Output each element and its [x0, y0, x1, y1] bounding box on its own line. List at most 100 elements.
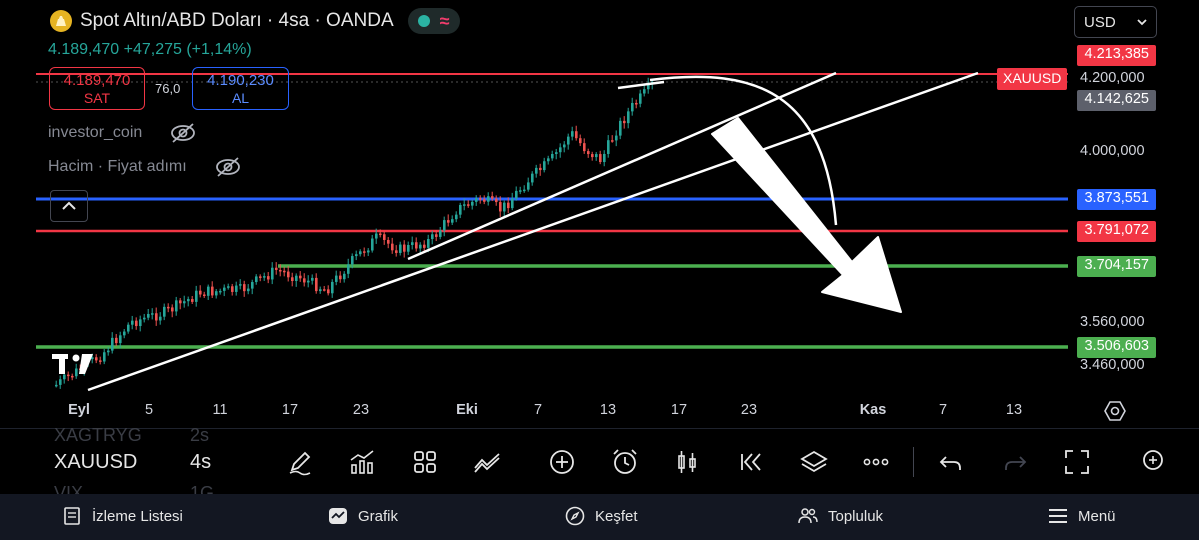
candle-body — [559, 147, 562, 153]
candle-body — [547, 158, 550, 162]
nav-community[interactable]: Topluluk — [798, 506, 883, 526]
candle-body — [539, 167, 542, 171]
time-label: 13 — [599, 402, 617, 418]
layout-grid-icon[interactable] — [410, 447, 440, 477]
watchlist-current-symbol[interactable]: XAUUSD — [54, 451, 138, 473]
candle-body — [555, 152, 558, 155]
time-label: 23 — [740, 402, 758, 418]
sell-button[interactable]: 4.189,470 SAT — [49, 67, 145, 110]
candle-body — [351, 256, 354, 265]
candle-body — [215, 291, 218, 296]
candle-body — [475, 198, 478, 202]
candle-body — [371, 238, 374, 251]
candle-body — [107, 350, 110, 353]
symbol-header[interactable]: Spot Altın/ABD Doları · 4sa · OANDA ≈ — [50, 8, 460, 34]
price-chart[interactable] — [0, 0, 1199, 428]
candle-body — [411, 242, 414, 245]
candle-body — [415, 242, 418, 249]
more-icon[interactable] — [861, 447, 891, 477]
undo-icon[interactable] — [936, 447, 966, 477]
eye-off-icon[interactable] — [215, 156, 241, 178]
candle-body — [111, 337, 114, 351]
layers-icon[interactable] — [799, 447, 829, 477]
candle-body — [467, 204, 470, 206]
candle-body — [183, 301, 186, 304]
chart-settings-icon[interactable] — [1104, 400, 1126, 422]
candle-body — [403, 244, 406, 252]
indicators-icon[interactable] — [347, 447, 377, 477]
candle-body — [343, 273, 346, 280]
candle-body — [171, 307, 174, 312]
candle-body — [331, 281, 334, 294]
candle-body — [595, 154, 598, 158]
watchlist-prev-symbol[interactable]: XAGTRYG — [54, 425, 142, 445]
chart-icon — [329, 508, 347, 524]
menu-icon — [1049, 509, 1067, 523]
candle-body — [627, 111, 630, 124]
buy-button[interactable]: 4.190,230 AL — [192, 67, 289, 110]
nav-chart[interactable]: Grafik — [328, 506, 398, 526]
candle-body — [423, 244, 426, 248]
candle-body — [435, 234, 438, 237]
candle-body — [139, 319, 142, 327]
nav-explore[interactable]: Keşfet — [565, 506, 638, 526]
chevron-up-icon — [62, 201, 76, 210]
candle-body — [287, 271, 290, 278]
replay-icon[interactable] — [736, 447, 766, 477]
watchlist-prev-interval: 2s — [190, 425, 210, 445]
buy-label: AL — [231, 90, 250, 106]
candle-body — [571, 131, 574, 137]
chart-area[interactable]: Spot Altın/ABD Doları · 4sa · OANDA ≈ 4.… — [0, 0, 1199, 428]
candle-body — [227, 286, 230, 288]
candle-body — [519, 190, 522, 192]
candle-body — [59, 379, 62, 385]
market-status[interactable]: ≈ — [407, 8, 460, 34]
candle-body — [91, 357, 94, 360]
candle-body — [163, 306, 166, 317]
candle-body — [347, 264, 350, 274]
indicator-account[interactable]: investor_coin — [48, 124, 142, 142]
nav-watchlist[interactable]: İzleme Listesi — [62, 506, 183, 526]
candle-body — [355, 254, 358, 257]
redo-icon[interactable] — [1000, 447, 1030, 477]
gold-logo-icon — [50, 10, 72, 32]
candle-body — [219, 290, 222, 293]
zoom-icon[interactable] — [1138, 447, 1168, 477]
candle-body — [419, 244, 422, 249]
price-axis-label: 3.560,000 — [1080, 314, 1145, 330]
candle-body — [223, 287, 226, 291]
candle-body — [147, 313, 150, 318]
candle-body — [635, 102, 638, 105]
fullscreen-icon[interactable] — [1062, 447, 1092, 477]
candle-body — [211, 286, 214, 296]
candle-body — [71, 375, 74, 378]
candle-body — [451, 219, 454, 223]
candle-body — [327, 289, 330, 294]
indicator-volume[interactable]: Hacim · Fiyat adımı — [48, 158, 187, 176]
collapse-legend-button[interactable] — [50, 190, 88, 222]
candle-body — [239, 284, 242, 286]
currency-select[interactable]: USD — [1074, 6, 1157, 38]
candle-body — [507, 202, 510, 209]
candle-body — [295, 275, 298, 281]
nav-menu[interactable]: Menü — [1048, 506, 1116, 526]
pencil-icon[interactable] — [285, 447, 315, 477]
candle-body — [199, 290, 202, 295]
time-label: Eki — [456, 402, 478, 418]
price-tag-blue: 3.873,551 — [1077, 189, 1156, 210]
candle-body — [359, 251, 362, 255]
drawing-tools-icon[interactable] — [472, 447, 502, 477]
candle-body — [647, 83, 650, 90]
add-icon[interactable] — [547, 447, 577, 477]
indicator-account-label: investor_coin — [48, 124, 143, 141]
interval-select[interactable]: 4s — [190, 451, 212, 473]
candle-body — [167, 306, 170, 309]
candle-body — [531, 173, 534, 183]
toolbar-divider — [913, 447, 914, 477]
candles-icon[interactable] — [672, 447, 702, 477]
spread-value: 76,0 — [155, 81, 181, 96]
eye-off-icon[interactable] — [170, 122, 196, 144]
candle-body — [251, 282, 254, 289]
alarm-icon[interactable] — [610, 447, 640, 477]
symbol-title[interactable]: Spot Altın/ABD Doları · 4sa · OANDA — [80, 10, 394, 31]
